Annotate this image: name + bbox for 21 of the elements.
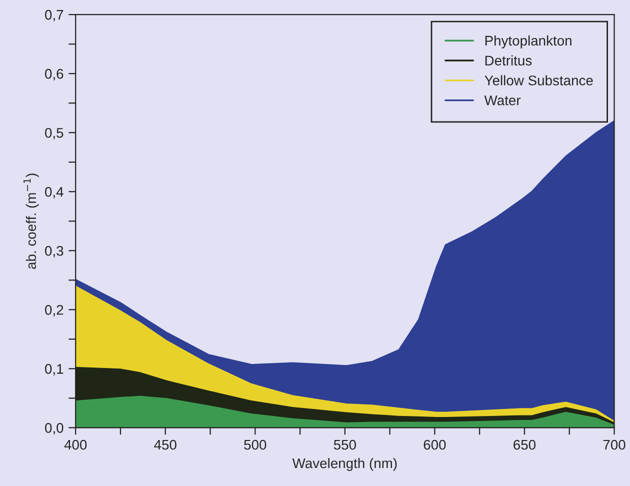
x-tick-label: 700 (603, 440, 626, 450)
y-tick-label: 0,7 (45, 10, 64, 22)
x-tick-label: 550 (334, 440, 356, 450)
y-tick-label: 0,3 (45, 246, 64, 258)
y-tick-label: 0,2 (45, 304, 64, 316)
y-tick-label: 0,1 (45, 364, 64, 376)
legend-label: Detritus (485, 55, 532, 66)
x-tick-label: 600 (424, 440, 446, 450)
legend-label: Phytoplankton (485, 35, 572, 48)
x-tick-label: 450 (154, 440, 176, 450)
x-tick-label: 500 (244, 440, 266, 450)
x-tick-label: 650 (514, 440, 536, 450)
x-tick-label: 400 (64, 440, 87, 450)
x-axis-title: Wavelength (nm) (292, 458, 397, 471)
y-tick-label: 0,4 (45, 186, 64, 198)
y-tick-label: 0,5 (45, 128, 64, 140)
y-tick-label: 0,0 (45, 423, 64, 434)
y-axis-title: ab. coeff. (m$^{−1}$) (24, 174, 39, 269)
y-tick-label: 0,6 (45, 68, 64, 80)
legend-label: Yellow Substance (484, 75, 593, 86)
legend-label: Water (484, 96, 521, 106)
